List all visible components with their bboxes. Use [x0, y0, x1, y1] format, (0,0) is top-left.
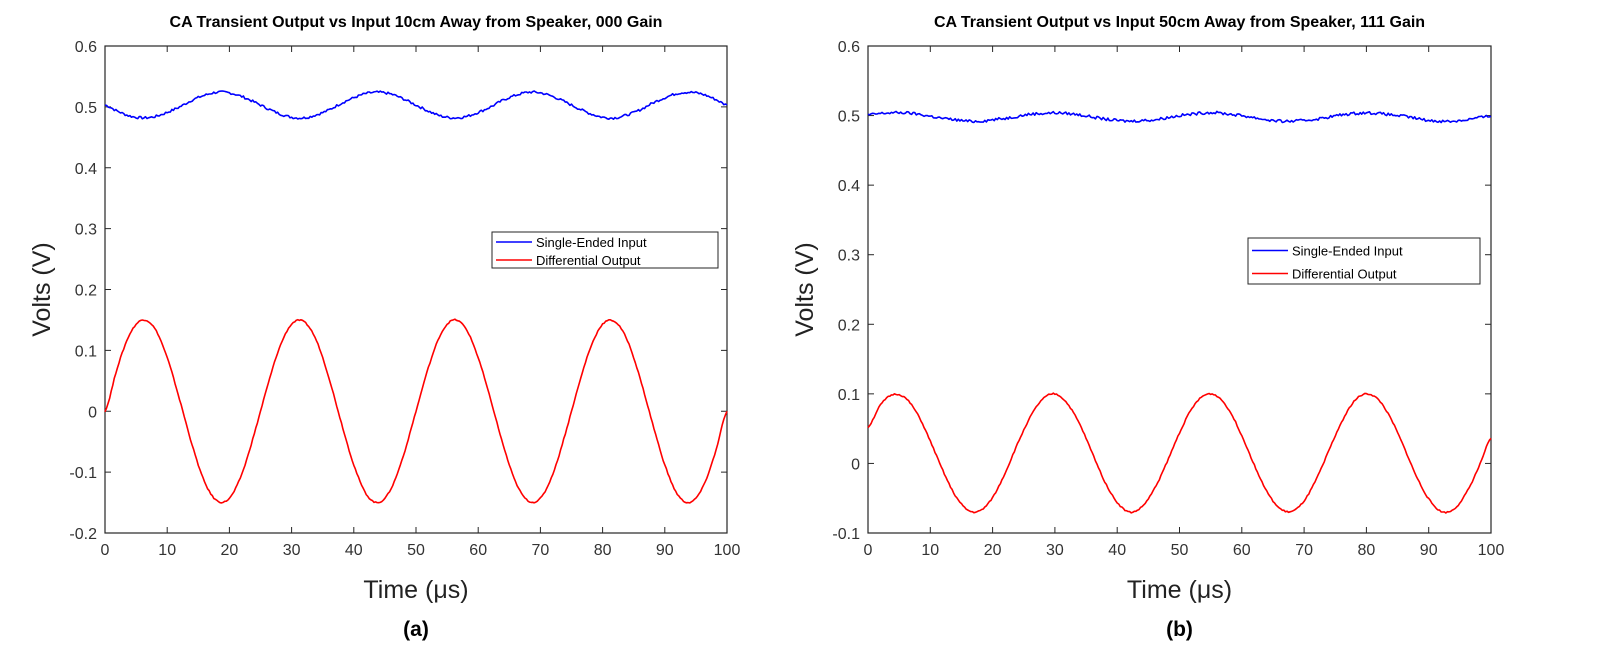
y-tick-label: 0.5 [838, 109, 860, 126]
plot-area [104, 45, 728, 534]
x-tick-label: 90 [656, 542, 674, 559]
legend: Single-Ended Input Differential Output [1247, 237, 1481, 285]
x-tick-label: 70 [532, 542, 550, 559]
x-tick-label: 80 [594, 542, 612, 559]
y-tick-label: 0.3 [75, 222, 97, 239]
x-tick-label: 60 [469, 542, 487, 559]
y-tick-label: 0.2 [838, 317, 860, 334]
y-axis-label: Volts (V) [28, 242, 56, 336]
y-tick-label: 0.4 [75, 161, 97, 178]
chart-title: CA Transient Output vs Input 10cm Away f… [170, 14, 663, 31]
legend-box [491, 231, 719, 269]
x-tick-label: 60 [1233, 542, 1251, 559]
legend-box [1247, 237, 1481, 285]
legend-label: Differential Output [1292, 267, 1397, 282]
x-axis-label: Time (μs) [363, 576, 468, 604]
legend: Single-Ended Input Differential Output [491, 231, 719, 269]
x-tick-label: 0 [101, 542, 110, 559]
y-tick-label: 0.4 [838, 178, 860, 195]
x-tick-label: 0 [864, 542, 873, 559]
y-tick-label: -0.1 [69, 465, 97, 482]
x-tick-label: 80 [1358, 542, 1376, 559]
x-tick-label: 100 [714, 542, 741, 559]
y-tick-label: 0 [851, 456, 860, 473]
x-tick-label: 20 [221, 542, 239, 559]
x-tick-label: 100 [1478, 542, 1505, 559]
legend-label: Single-Ended Input [536, 235, 647, 250]
y-tick-label: 0.6 [75, 39, 97, 56]
y-tick-label: -0.1 [832, 526, 860, 543]
y-tick-label: 0.2 [75, 283, 97, 300]
x-tick-label: 10 [921, 542, 939, 559]
x-tick-label: 50 [407, 542, 425, 559]
x-tick-label: 50 [1171, 542, 1189, 559]
series-line-differential-output [104, 318, 728, 504]
x-tick-label: 40 [345, 542, 363, 559]
y-tick-label: 0.1 [838, 387, 860, 404]
y-tick-label: 0 [88, 404, 97, 421]
x-tick-label: 30 [283, 542, 301, 559]
x-tick-label: 10 [158, 542, 176, 559]
legend-label: Single-Ended Input [1292, 244, 1403, 259]
panel-label: (a) [403, 618, 429, 641]
chart-b: 0 10 20 30 40 50 60 70 80 90 100-0.100.10.20.30.40… [791, 14, 1504, 641]
x-tick-label: 30 [1046, 542, 1064, 559]
series-line-single-ended-input [104, 90, 728, 120]
chart-title: CA Transient Output vs Input 50cm Away f… [934, 14, 1425, 31]
x-tick-label: 90 [1420, 542, 1438, 559]
y-tick-label: 0.5 [75, 100, 97, 117]
x-tick-label: 70 [1295, 542, 1313, 559]
plot-area [867, 45, 1492, 534]
panel-label: (b) [1166, 618, 1193, 641]
series-line-single-ended-input [867, 110, 1492, 124]
x-tick-label: 20 [984, 542, 1002, 559]
y-axis-label: Volts (V) [791, 242, 819, 336]
y-tick-label: 0.1 [75, 343, 97, 360]
x-tick-label: 40 [1108, 542, 1126, 559]
y-tick-label: -0.2 [69, 526, 97, 543]
x-axis-label: Time (μs) [1127, 576, 1232, 604]
legend-label: Differential Output [536, 253, 641, 268]
y-tick-label: 0.3 [838, 248, 860, 265]
series-line-differential-output [867, 392, 1492, 514]
chart-a: 0 10 20 30 40 50 60 70 80 90 100 -0.2 -0.1 0 0.1 0.2 0.3… [28, 14, 740, 641]
y-tick-label: 0.6 [838, 39, 860, 56]
